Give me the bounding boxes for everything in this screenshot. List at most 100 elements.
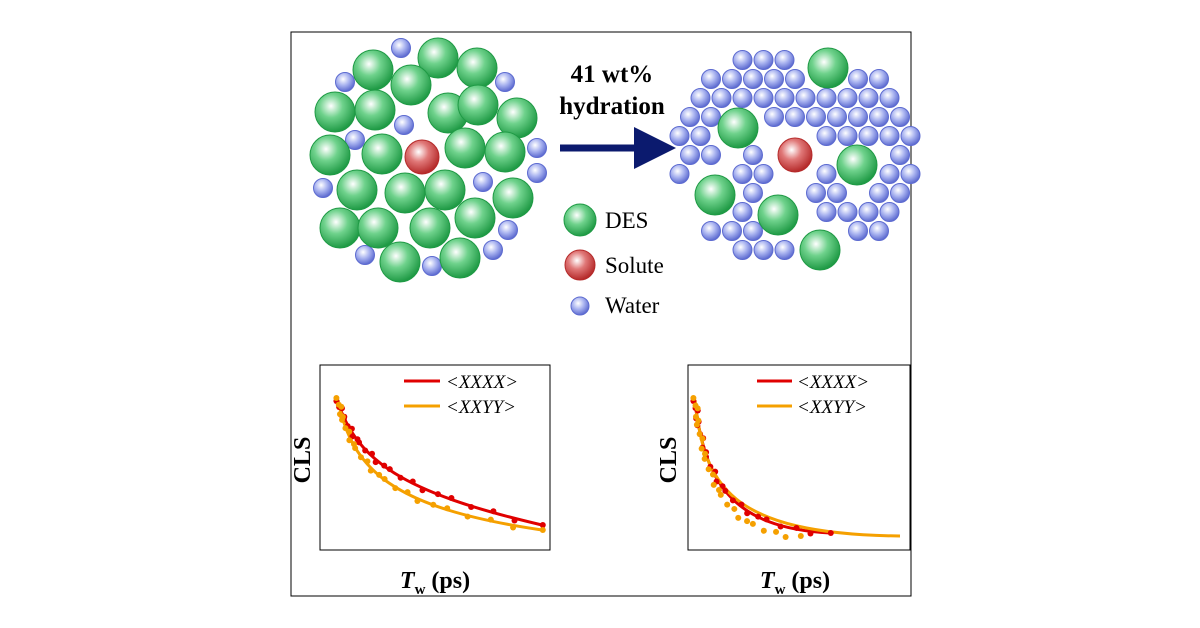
water-molecule: [774, 240, 795, 260]
des-molecule: [439, 237, 481, 279]
water-molecule: [701, 69, 721, 89]
data-dot: [333, 395, 340, 401]
data-dot: [710, 481, 717, 488]
header-line: hydration: [559, 93, 665, 120]
water-molecule: [764, 69, 784, 89]
water-molecule: [495, 72, 515, 92]
water-molecule: [764, 107, 784, 127]
water-molecule: [701, 107, 721, 127]
data-dot: [539, 527, 546, 533]
des-molecule: [444, 127, 486, 169]
data-dot: [698, 445, 705, 452]
data-dot: [430, 501, 437, 508]
water-molecule: [473, 172, 493, 192]
des-molecule: [361, 133, 403, 175]
data-dot: [719, 483, 726, 490]
data-dot: [381, 476, 388, 483]
data-dot: [339, 416, 346, 423]
des-molecule: [454, 197, 496, 239]
water-molecule: [879, 88, 900, 108]
water-molecule: [391, 38, 411, 58]
des-molecule: [492, 177, 534, 219]
water-molecule: [837, 126, 858, 146]
data-dot: [729, 497, 736, 504]
water-molecule: [890, 183, 910, 203]
data-dot: [357, 454, 364, 461]
data-dot: [404, 489, 411, 496]
data-dot: [468, 504, 475, 511]
data-dot: [827, 530, 834, 536]
water-molecule: [900, 164, 921, 184]
plot-legend: <XXXX>: [797, 372, 869, 393]
plot-frame: [687, 364, 911, 551]
des-molecule: [379, 241, 421, 283]
y-label: CLS: [290, 437, 316, 484]
legend-label: Solute: [605, 253, 664, 278]
water-molecule: [732, 50, 753, 70]
des-molecule: [417, 37, 459, 79]
water-molecule: [890, 145, 910, 165]
data-dot: [709, 471, 716, 478]
x-label: Tw (ps): [400, 568, 470, 598]
data-dot: [738, 501, 745, 508]
data-dot: [464, 513, 471, 520]
legend-label: DES: [605, 208, 648, 233]
water-molecule: [483, 240, 503, 260]
data-dot: [372, 459, 379, 466]
water-molecule: [498, 220, 518, 240]
water-molecule: [690, 88, 711, 108]
water-molecule: [837, 202, 858, 222]
data-dot: [364, 458, 371, 465]
data-dot: [755, 513, 762, 520]
water-molecule: [869, 69, 889, 89]
data-dot: [539, 522, 546, 528]
water-molecule: [669, 164, 690, 184]
water-molecule: [785, 69, 805, 89]
curve: [336, 399, 543, 532]
data-dot: [701, 455, 708, 462]
des-molecule: [456, 47, 498, 89]
water-molecule: [848, 69, 868, 89]
water-molecule: [680, 145, 700, 165]
water-molecule: [394, 115, 414, 135]
data-dot: [409, 478, 416, 485]
frame: [290, 31, 912, 597]
water-molecule: [806, 183, 826, 203]
legend-swatch: [564, 249, 596, 281]
curve: [693, 399, 901, 538]
water-molecule: [335, 72, 355, 92]
data-dot: [699, 435, 706, 442]
data-dot: [793, 524, 800, 531]
x-label: Tw (ps): [760, 568, 830, 598]
des-molecule: [836, 144, 878, 186]
water-molecule: [711, 88, 732, 108]
des-molecule: [484, 131, 526, 173]
data-dot: [777, 523, 784, 530]
data-dot: [376, 471, 383, 478]
data-dots: [333, 395, 834, 541]
legend-swatch: [563, 203, 597, 237]
legend-swatch: [570, 296, 590, 316]
water-molecule: [848, 107, 868, 127]
water-molecule: [422, 256, 442, 276]
data-dot: [338, 403, 345, 410]
water-molecule: [816, 202, 837, 222]
water-molecule: [879, 202, 900, 222]
water-molecule: [690, 126, 711, 146]
x-subscript: w: [775, 582, 786, 598]
x-subscript: w: [415, 582, 426, 598]
water-molecule: [680, 107, 700, 127]
data-dot: [696, 430, 703, 437]
des-molecule: [354, 89, 396, 131]
y-label: CLS: [656, 437, 682, 484]
water-molecule: [345, 130, 365, 150]
water-molecule: [732, 202, 753, 222]
data-dot: [511, 517, 518, 524]
data-dot: [367, 467, 374, 474]
x-unit: (ps): [431, 568, 470, 594]
des-molecule: [314, 91, 356, 133]
water-molecule: [900, 126, 921, 146]
data-dot: [744, 518, 751, 525]
data-dot: [690, 395, 697, 401]
water-molecule: [701, 145, 721, 165]
